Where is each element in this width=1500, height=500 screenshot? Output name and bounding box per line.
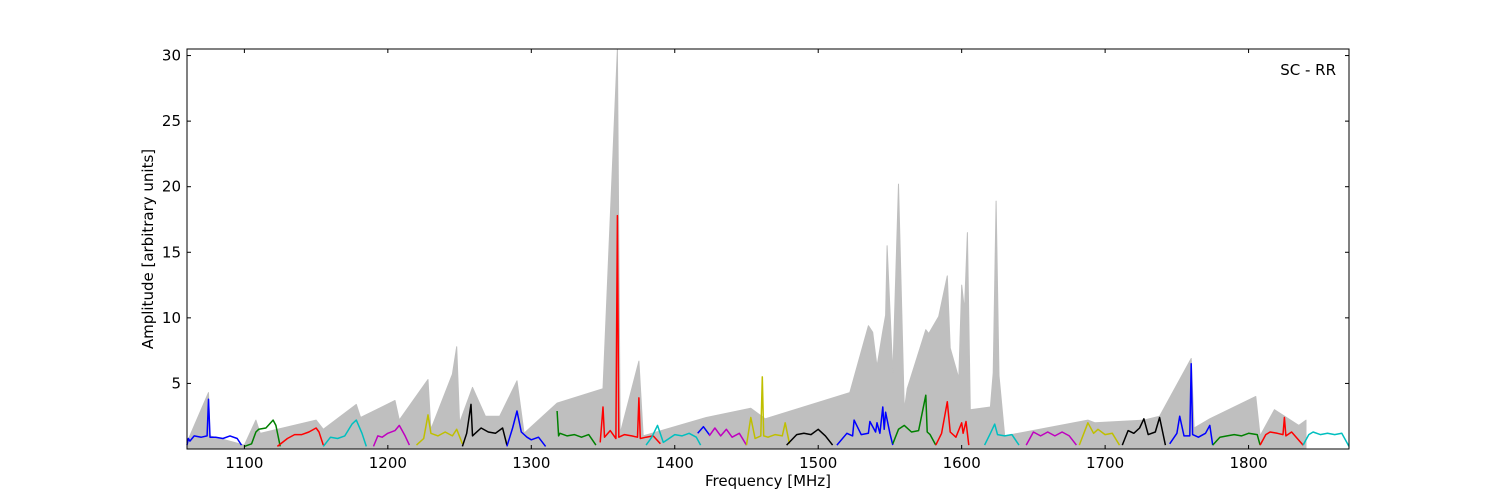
band-series-24: [1212, 432, 1261, 446]
x-tick-label: 1400: [656, 454, 694, 472]
band-series-15: [786, 428, 834, 446]
band-series-17: [892, 394, 937, 446]
band-series-12: [697, 425, 710, 436]
x-axis-title: Frequency [MHz]: [705, 472, 831, 490]
axis-ticks: 1100 1200 1300 1400 1500 1600 1700 1800 5 10 15 20 2…: [162, 47, 1349, 472]
band-series-16: [836, 406, 894, 446]
band-series-18: [935, 401, 970, 446]
x-tick-label: 1500: [799, 454, 837, 472]
band-series-4: [322, 419, 368, 447]
background-spectrum: [186, 48, 1307, 450]
axes-frame: [186, 48, 1350, 450]
band-series-7: [461, 403, 508, 447]
y-tick-label: 10: [162, 309, 181, 327]
y-tick-label: 30: [162, 47, 181, 65]
y-tick-label: 15: [162, 243, 181, 261]
band-series-26: [1302, 431, 1350, 447]
band-series-1: [186, 398, 243, 446]
band-series-23: [1169, 363, 1214, 446]
x-tick-label: 1200: [369, 454, 407, 472]
band-series-19: [983, 423, 1020, 446]
y-tick-label: 20: [162, 178, 181, 196]
band-series-3: [276, 427, 325, 447]
band-series-13: [708, 427, 748, 446]
band-series-11: [645, 424, 702, 446]
band-series-6: [415, 414, 464, 446]
band-series-9: [556, 410, 597, 446]
y-axis-title: Amplitude [arbitrary units]: [139, 149, 157, 349]
series-annotation: SC - RR: [1280, 61, 1336, 79]
band-series-2: [244, 419, 281, 448]
plot-area: [186, 48, 1350, 450]
x-tick-label: 1600: [943, 454, 981, 472]
band-series-8: [506, 410, 547, 447]
y-tick-label: 5: [171, 374, 181, 392]
band-series-25: [1259, 416, 1304, 446]
band-series-21: [1078, 422, 1121, 446]
band-series-5: [372, 424, 411, 447]
band-series-22: [1121, 416, 1167, 446]
x-tick-label: 1800: [1229, 454, 1267, 472]
x-tick-label: 1100: [225, 454, 263, 472]
y-tick-label: 25: [162, 112, 181, 130]
band-series-14: [745, 376, 791, 446]
x-tick-label: 1300: [512, 454, 550, 472]
band-series-20: [1025, 431, 1077, 446]
band-series-10: [599, 214, 661, 445]
x-tick-label: 1700: [1086, 454, 1124, 472]
